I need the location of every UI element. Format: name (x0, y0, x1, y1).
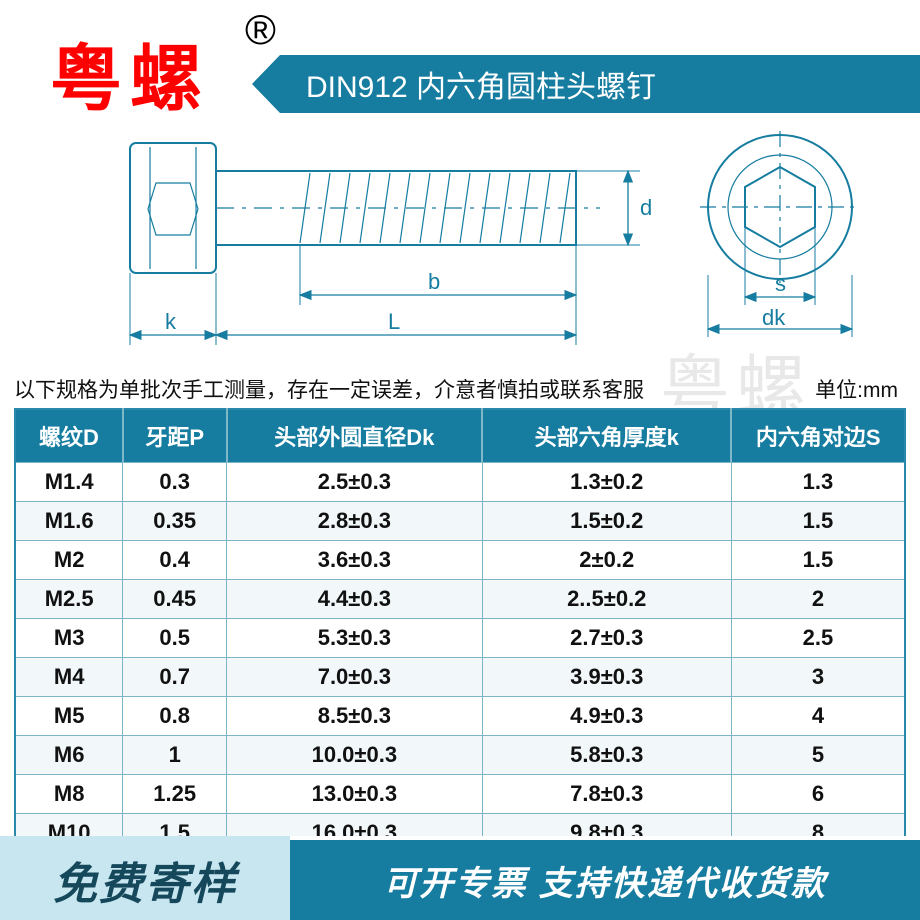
table-cell: 1 (123, 736, 227, 775)
diagram-label-s: s (775, 271, 786, 296)
table-cell: M3 (15, 619, 123, 658)
diagram-label-L: L (388, 309, 400, 334)
table-row: M40.77.0±0.33.9±0.33 (15, 658, 905, 697)
table-cell: 1.3 (731, 463, 905, 502)
footer-services: 可开专票 支持快递代收货款 (290, 836, 920, 920)
table-cell: 0.7 (123, 658, 227, 697)
table-cell: 2..5±0.2 (482, 580, 731, 619)
table-row: M20.43.6±0.32±0.21.5 (15, 541, 905, 580)
col-header-head-k: 头部六角厚度k (482, 409, 731, 463)
table-cell: 0.35 (123, 502, 227, 541)
footer-free-sample: 免费寄样 (0, 836, 290, 920)
table-row: M50.88.5±0.34.9±0.34 (15, 697, 905, 736)
page-root: 粤螺 ® DIN912 内六角圆柱头螺钉 (0, 0, 920, 920)
table-cell: 1.5±0.2 (482, 502, 731, 541)
diagram-label-b: b (428, 269, 440, 294)
title-ribbon: DIN912 内六角圆柱头螺钉 (280, 55, 920, 113)
spec-table: 螺纹D 牙距P 头部外圆直径Dk 头部六角厚度k 内六角对边S M1.40.32… (14, 408, 906, 854)
table-row: M1.60.352.8±0.31.5±0.21.5 (15, 502, 905, 541)
table-cell: 1.25 (123, 775, 227, 814)
spec-table-head: 螺纹D 牙距P 头部外圆直径Dk 头部六角厚度k 内六角对边S (15, 409, 905, 463)
table-cell: 0.3 (123, 463, 227, 502)
table-cell: 8.5±0.3 (227, 697, 482, 736)
table-cell: 1.5 (731, 541, 905, 580)
table-cell: 5.8±0.3 (482, 736, 731, 775)
table-cell: 6 (731, 775, 905, 814)
table-cell: M1.6 (15, 502, 123, 541)
table-cell: 3 (731, 658, 905, 697)
table-row: M6110.0±0.35.8±0.35 (15, 736, 905, 775)
table-cell: M2.5 (15, 580, 123, 619)
table-row: M81.2513.0±0.37.8±0.36 (15, 775, 905, 814)
col-header-head-dk: 头部外圆直径Dk (227, 409, 482, 463)
table-cell: 4.9±0.3 (482, 697, 731, 736)
table-cell: 5 (731, 736, 905, 775)
diagram-label-d: d (640, 195, 652, 220)
diagram-label-k: k (165, 309, 177, 334)
note-row: 以下规格为单批次手工测量，存在一定误差，介意者慎拍或联系客服 单位:mm (14, 374, 898, 404)
table-cell: M5 (15, 697, 123, 736)
table-cell: M6 (15, 736, 123, 775)
table-cell: M8 (15, 775, 123, 814)
table-cell: M2 (15, 541, 123, 580)
table-cell: 2±0.2 (482, 541, 731, 580)
measurement-note: 以下规格为单批次手工测量，存在一定误差，介意者慎拍或联系客服 (14, 374, 644, 404)
table-cell: 3.9±0.3 (482, 658, 731, 697)
footer-band: 免费寄样 可开专票 支持快递代收货款 (0, 836, 920, 920)
table-cell: 13.0±0.3 (227, 775, 482, 814)
table-row: M1.40.32.5±0.31.3±0.21.3 (15, 463, 905, 502)
table-cell: 5.3±0.3 (227, 619, 482, 658)
table-cell: 2.5±0.3 (227, 463, 482, 502)
table-cell: 4.4±0.3 (227, 580, 482, 619)
table-cell: 0.4 (123, 541, 227, 580)
registered-symbol: ® (245, 6, 276, 54)
col-header-pitch-p: 牙距P (123, 409, 227, 463)
title-text: DIN912 内六角圆柱头螺钉 (306, 62, 656, 106)
diagram-label-dk: dk (762, 305, 786, 330)
table-cell: 4 (731, 697, 905, 736)
technical-diagram: d b L k s (0, 125, 920, 365)
brand-logo-text: 粤螺 (50, 20, 210, 125)
table-row: M30.55.3±0.32.7±0.32.5 (15, 619, 905, 658)
table-cell: 0.8 (123, 697, 227, 736)
table-cell: 10.0±0.3 (227, 736, 482, 775)
spec-table-body: M1.40.32.5±0.31.3±0.21.3M1.60.352.8±0.31… (15, 463, 905, 854)
table-cell: 2.5 (731, 619, 905, 658)
table-cell: 0.5 (123, 619, 227, 658)
unit-label: 单位:mm (815, 374, 898, 404)
table-cell: 1.3±0.2 (482, 463, 731, 502)
table-cell: M4 (15, 658, 123, 697)
table-cell: 0.45 (123, 580, 227, 619)
table-cell: 7.0±0.3 (227, 658, 482, 697)
table-cell: M1.4 (15, 463, 123, 502)
col-header-thread-d: 螺纹D (15, 409, 123, 463)
table-cell: 2.8±0.3 (227, 502, 482, 541)
table-cell: 3.6±0.3 (227, 541, 482, 580)
table-row: M2.50.454.4±0.32..5±0.22 (15, 580, 905, 619)
table-cell: 2.7±0.3 (482, 619, 731, 658)
table-cell: 1.5 (731, 502, 905, 541)
table-cell: 2 (731, 580, 905, 619)
col-header-socket-s: 内六角对边S (731, 409, 905, 463)
table-cell: 7.8±0.3 (482, 775, 731, 814)
